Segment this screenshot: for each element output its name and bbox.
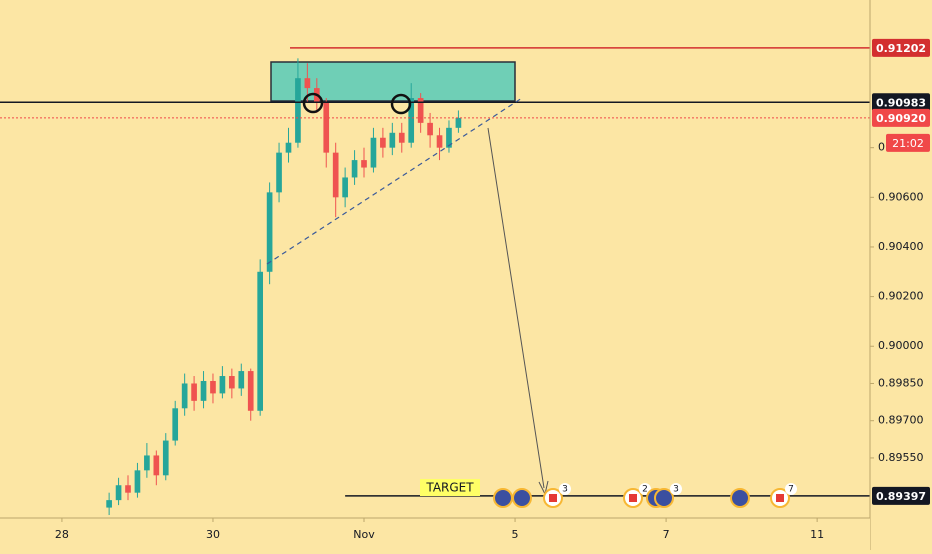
candle-body [200, 380, 207, 401]
flag-leaf [549, 494, 557, 502]
event-au[interactable] [654, 488, 674, 508]
event-count: 2 [642, 485, 648, 495]
candle-body [162, 440, 169, 476]
candle-body [134, 470, 141, 493]
x-tick-label: 28 [55, 528, 69, 541]
price-tag [872, 108, 930, 127]
candle-body [144, 455, 150, 471]
candle-body [332, 152, 339, 198]
x-tick-label: Nov [353, 528, 375, 541]
candle-body [389, 132, 396, 148]
countdown: 21:02 [892, 137, 924, 150]
candle-body [446, 127, 452, 148]
candle-body [408, 98, 415, 143]
candle-body [276, 152, 282, 193]
candle-body [266, 192, 273, 272]
event-au[interactable] [730, 488, 750, 508]
badge [559, 483, 571, 495]
y-tick-label: 0.89700 [878, 414, 924, 427]
candle-body [191, 383, 197, 401]
candle-body [247, 371, 254, 411]
badge [670, 483, 682, 495]
price-tag [872, 486, 930, 505]
touch-circle [302, 92, 324, 114]
candle-body [172, 408, 179, 441]
candle-body [380, 137, 386, 148]
x-tick-label: 11 [810, 528, 824, 541]
y-tick-label: 0.89550 [878, 451, 924, 464]
y-tick-label: 0.90000 [878, 339, 924, 352]
candle-body [295, 78, 301, 143]
x-tick-label: 5 [512, 528, 519, 541]
y-tick-label: 0.90200 [878, 290, 924, 303]
candle-body [351, 160, 358, 178]
target-label-bg [420, 479, 480, 496]
flag-leaf [776, 494, 784, 502]
countdown-tag [886, 133, 930, 152]
candle-body [219, 376, 226, 394]
target-label: TARGET [425, 481, 474, 495]
event-count: 3 [673, 485, 679, 495]
arrow-line [487, 127, 545, 489]
price-tag-label: 0.89397 [876, 490, 926, 503]
candle-body [285, 142, 292, 153]
candle-body [455, 117, 462, 128]
candle-body [153, 455, 160, 476]
price-tag-label: 0.90920 [876, 112, 926, 125]
event-au[interactable] [493, 488, 513, 508]
candle-body [427, 122, 433, 136]
y-tick-label: 0.90600 [878, 190, 924, 203]
touch-circle [390, 93, 412, 115]
price-tag-label: 0.91202 [876, 42, 926, 55]
candle-body [115, 485, 122, 501]
event-count: 3 [562, 485, 568, 495]
candle-body [342, 177, 348, 198]
y-tick-label: 0.89850 [878, 376, 924, 389]
x-tick-label: 30 [206, 528, 220, 541]
candle-body [238, 371, 245, 389]
axis-labels: 2830Nov57110.908000.906000.904000.902000… [55, 38, 930, 541]
events[interactable]: 3 2 3 7 [493, 483, 797, 508]
candle-body [210, 380, 216, 394]
candle-body [229, 376, 235, 389]
trend-line [266, 97, 523, 265]
price-tag [872, 38, 930, 57]
badge [785, 483, 797, 495]
y-tick-label: 0.90400 [878, 240, 924, 253]
candle-body [417, 98, 424, 123]
x-tick-label: 7 [663, 528, 670, 541]
candle-body [304, 78, 311, 89]
candle-body [398, 132, 405, 143]
price-levels [0, 47, 870, 497]
event-au[interactable] [512, 488, 532, 508]
candle-body [106, 500, 112, 508]
candle-body [323, 103, 330, 153]
time-axis [0, 518, 870, 550]
flag-leaf [629, 494, 637, 502]
candle-body [370, 137, 377, 168]
price-axis [870, 0, 932, 550]
event-count: 7 [788, 485, 794, 495]
price-tag-label: 0.90983 [876, 96, 926, 109]
candle-body [181, 383, 188, 409]
candle-body [257, 271, 264, 411]
candle-body [361, 160, 367, 168]
candle-body [436, 135, 443, 148]
price-tag [872, 93, 930, 112]
candle-body [125, 485, 131, 493]
